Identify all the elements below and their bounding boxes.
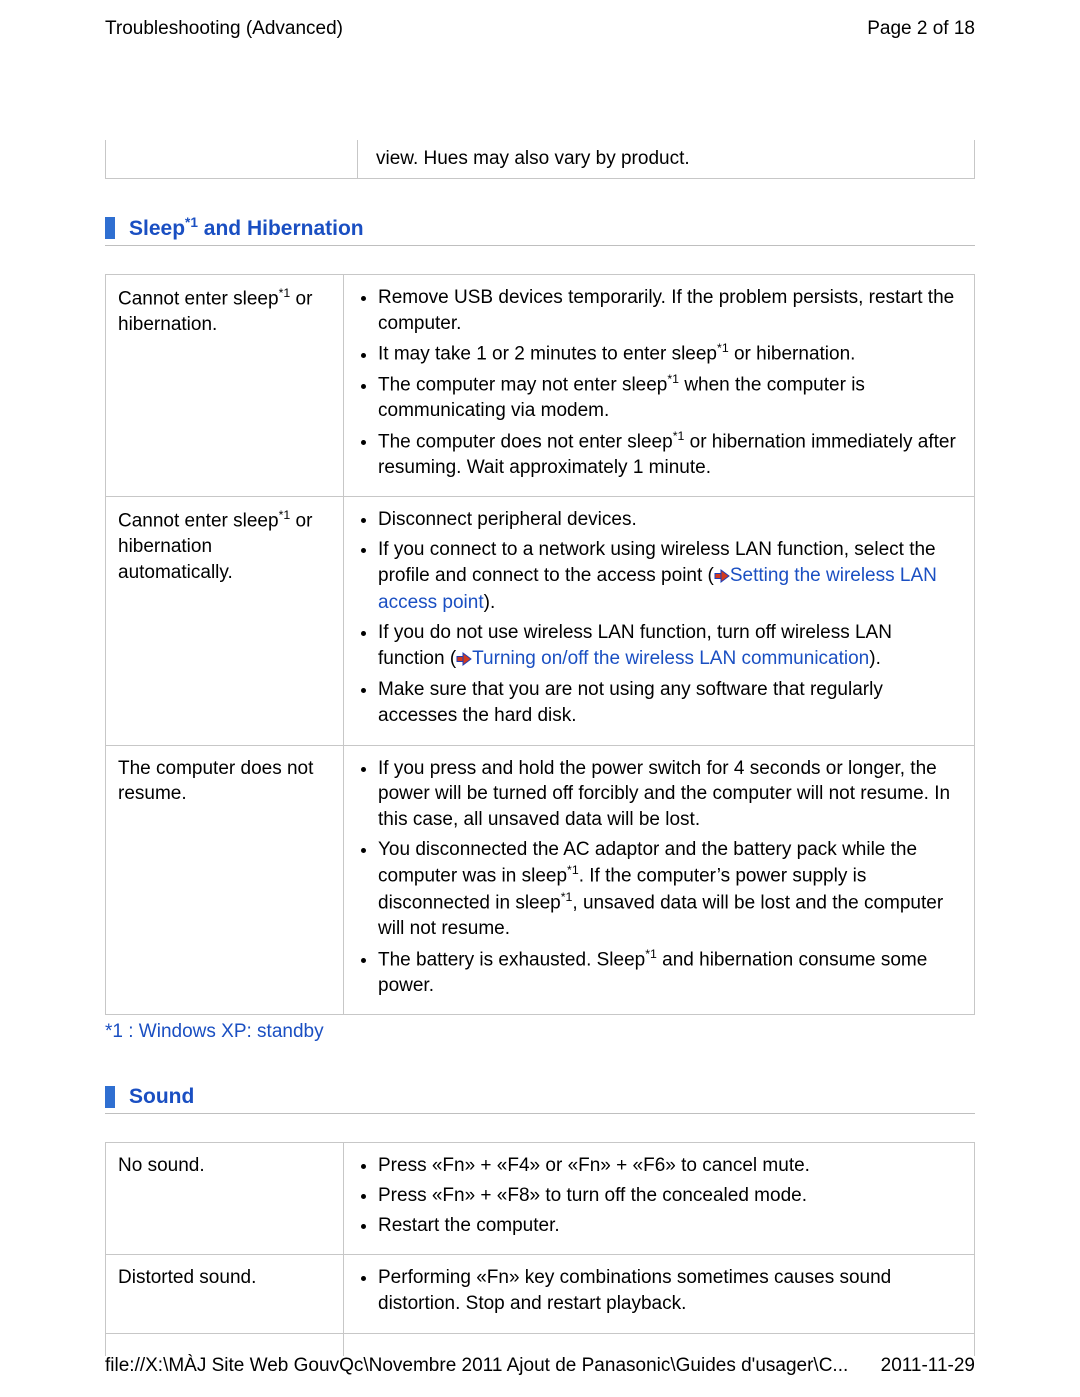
- table-row: Distorted sound. Performing «Fn» key com…: [106, 1255, 975, 1333]
- footnote: *1 : Windows XP: standby: [105, 1021, 975, 1043]
- sound-table: No sound. Press «Fn» + «F4» or «Fn» + «F…: [105, 1142, 975, 1355]
- problem-cell: The computer does not resume.: [106, 745, 344, 1015]
- solution-cell: Remove USB devices temporarily. If the p…: [344, 275, 975, 497]
- orphan-right-cell: view. Hues may also vary by product.: [358, 140, 975, 179]
- list-item: Performing «Fn» key combinations sometim…: [378, 1265, 962, 1316]
- heading-super: *1: [185, 215, 198, 230]
- solution-text: Remove USB devices temporarily. If the p…: [378, 287, 954, 334]
- solution-text: The computer may not enter sleep: [378, 375, 667, 396]
- list-item: If you do not use wireless LAN function,…: [378, 620, 962, 673]
- problem-text: Cannot enter sleep: [118, 511, 279, 532]
- section-heading-bar-icon: [105, 1086, 115, 1108]
- solution-super: *1: [561, 890, 573, 904]
- list-item: Press «Fn» + «F4» or «Fn» + «F6» to canc…: [378, 1153, 962, 1179]
- link-turning-wlan[interactable]: Turning on/off the wireless LAN communic…: [472, 648, 869, 669]
- problem-cell: Cannot enter sleep*1 or hibernation.: [106, 275, 344, 497]
- list-item: You disconnected the AC adaptor and the …: [378, 837, 962, 942]
- section-heading-bar-icon: [105, 217, 115, 239]
- solution-cell: [344, 1333, 975, 1356]
- solution-cell: Disconnect peripheral devices. If you co…: [344, 497, 975, 745]
- problem-cell: [106, 1333, 344, 1356]
- table-row: Cannot enter sleep*1 or hibernation. Rem…: [106, 275, 975, 497]
- solution-cell: If you press and hold the power switch f…: [344, 745, 975, 1015]
- solution-cell: Press «Fn» + «F4» or «Fn» + «F6» to canc…: [344, 1143, 975, 1255]
- list-item: The computer may not enter sleep*1 when …: [378, 371, 962, 424]
- problem-cell: No sound.: [106, 1143, 344, 1255]
- solution-super: *1: [645, 947, 657, 961]
- problem-text: The computer does not resume.: [118, 758, 313, 805]
- list-item: If you connect to a network using wirele…: [378, 537, 962, 616]
- solution-super: *1: [673, 429, 685, 443]
- solution-text: Disconnect peripheral devices.: [378, 509, 637, 530]
- list-item: Make sure that you are not using any sof…: [378, 677, 962, 728]
- heading-suffix: and Hibernation: [198, 217, 364, 240]
- list-item: It may take 1 or 2 minutes to enter slee…: [378, 340, 962, 367]
- solution-text: If you press and hold the power switch f…: [378, 758, 950, 830]
- list-item: If you press and hold the power switch f…: [378, 756, 962, 833]
- heading-prefix: Sleep: [129, 217, 185, 240]
- solution-text: ).: [869, 648, 881, 669]
- solution-text: The battery is exhausted. Sleep: [378, 949, 645, 970]
- problem-super: *1: [279, 286, 291, 300]
- table-row: No sound. Press «Fn» + «F4» or «Fn» + «F…: [106, 1143, 975, 1255]
- arrow-right-icon: [714, 565, 730, 591]
- footer-date: 2011-11-29: [881, 1355, 975, 1377]
- table-row: The computer does not resume. If you pre…: [106, 745, 975, 1015]
- problem-super: *1: [279, 508, 291, 522]
- section-heading-sleep: Sleep*1 and Hibernation: [105, 215, 975, 246]
- problem-text: Cannot enter sleep: [118, 288, 279, 309]
- orphan-table: view. Hues may also vary by product.: [105, 140, 975, 179]
- solution-super: *1: [667, 372, 679, 386]
- solution-text: The computer does not enter sleep: [378, 431, 673, 452]
- section-heading-text: Sleep*1 and Hibernation: [129, 215, 364, 241]
- table-row: [106, 1333, 975, 1356]
- solution-cell: Performing «Fn» key combinations sometim…: [344, 1255, 975, 1333]
- list-item: The computer does not enter sleep*1 or h…: [378, 428, 962, 481]
- list-item: Restart the computer.: [378, 1213, 962, 1239]
- solution-text: It may take 1 or 2 minutes to enter slee…: [378, 344, 717, 365]
- table-row: Cannot enter sleep*1 or hibernation auto…: [106, 497, 975, 745]
- page-title: Troubleshooting (Advanced): [105, 18, 343, 40]
- page-indicator: Page 2 of 18: [867, 18, 975, 40]
- list-item: Press «Fn» + «F8» to turn off the concea…: [378, 1183, 962, 1209]
- problem-cell: Distorted sound.: [106, 1255, 344, 1333]
- solution-super: *1: [567, 863, 579, 877]
- solution-text: ).: [484, 592, 496, 613]
- orphan-left-cell: [106, 140, 358, 179]
- list-item: Remove USB devices temporarily. If the p…: [378, 285, 962, 336]
- section-heading-text: Sound: [129, 1085, 194, 1109]
- list-item: Disconnect peripheral devices.: [378, 507, 962, 533]
- section-heading-sound: Sound: [105, 1085, 975, 1114]
- solution-text: Make sure that you are not using any sof…: [378, 679, 883, 726]
- list-item: The battery is exhausted. Sleep*1 and hi…: [378, 946, 962, 999]
- sleep-table: Cannot enter sleep*1 or hibernation. Rem…: [105, 274, 975, 1015]
- solution-super: *1: [717, 341, 729, 355]
- footer-path: file://X:\MÀJ Site Web GouvQc\Novembre 2…: [105, 1355, 848, 1377]
- problem-cell: Cannot enter sleep*1 or hibernation auto…: [106, 497, 344, 745]
- arrow-right-icon: [456, 648, 472, 674]
- solution-text: or hibernation.: [729, 344, 856, 365]
